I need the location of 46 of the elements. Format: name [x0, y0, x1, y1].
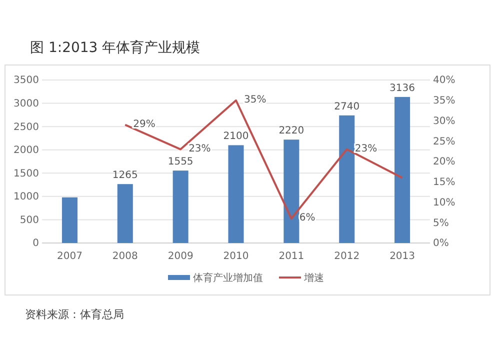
y-tick-label: 0 — [32, 238, 39, 250]
y2-tick-label: 40% — [433, 75, 456, 86]
data-label: 2100 — [223, 131, 249, 142]
y2-tick-label: 30% — [433, 116, 456, 127]
data-label: 23% — [188, 143, 211, 154]
bar — [339, 115, 355, 243]
data-label: 23% — [354, 143, 378, 154]
data-label: 1555 — [168, 156, 194, 168]
y2-tick-label: 25% — [433, 136, 456, 148]
data-label: 3136 — [390, 82, 416, 94]
x-tick-label: 2009 — [168, 251, 194, 262]
chart-title: 图 1:2013 年体育产业规模 — [30, 39, 200, 56]
bar — [228, 145, 244, 243]
y-tick-label: 3500 — [14, 75, 39, 86]
y-tick-label: 2500 — [14, 122, 39, 133]
y-tick-label: 1500 — [14, 168, 39, 180]
x-tick-label: 2010 — [223, 251, 249, 262]
x-tick-label: 2013 — [390, 251, 416, 262]
x-tick-label: 2007 — [56, 251, 82, 262]
y-tick-label: 2000 — [14, 145, 39, 156]
legend-label: 增速 — [303, 272, 324, 284]
data-label: 29% — [133, 118, 156, 130]
x-tick-label: 2012 — [334, 251, 360, 262]
data-label: 2220 — [278, 126, 304, 137]
bar — [117, 184, 133, 243]
y2-tick-label: 20% — [433, 156, 456, 168]
y2-tick-label: 0% — [433, 238, 449, 250]
bar — [394, 96, 410, 243]
bar — [62, 197, 78, 243]
y-tick-label: 500 — [20, 214, 39, 226]
x-tick-label: 2008 — [112, 251, 138, 262]
data-label: 2740 — [334, 101, 360, 112]
y2-tick-label: 15% — [433, 177, 456, 188]
y-tick-label: 3000 — [14, 98, 39, 110]
bar — [172, 170, 188, 243]
data-label: 1265 — [112, 170, 138, 182]
y2-tick-label: 5% — [433, 218, 449, 229]
bar — [284, 140, 300, 243]
y-tick-label: 1000 — [14, 192, 39, 203]
data-label: 35% — [244, 94, 266, 106]
y2-tick-label: 35% — [433, 96, 456, 107]
data-label: 6% — [299, 212, 316, 224]
x-tick-label: 2011 — [278, 251, 304, 262]
legend-label: 体育产业增加值 — [193, 272, 263, 284]
text: 资料来源：体育总局 — [25, 308, 124, 321]
y2-tick-label: 10% — [433, 197, 456, 208]
